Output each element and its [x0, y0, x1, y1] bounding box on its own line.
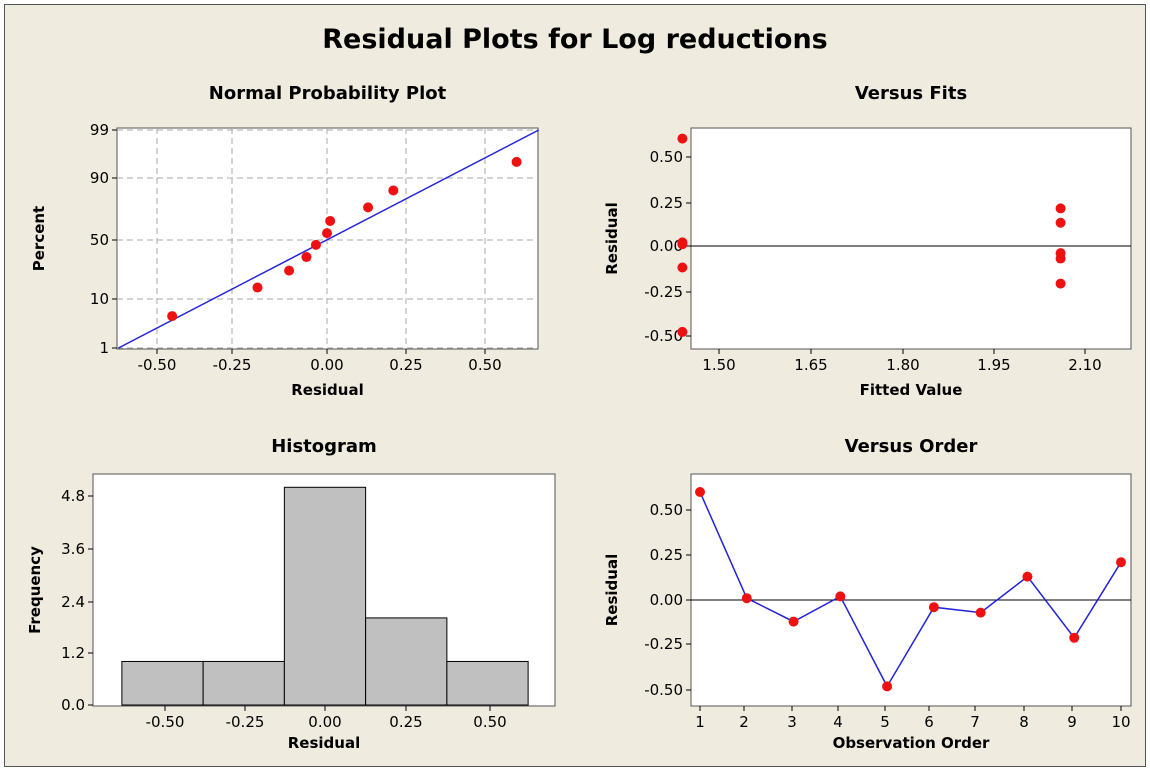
x-tick-label: 6 [924, 713, 934, 731]
histogram-bar [283, 486, 367, 706]
data-point [1055, 217, 1066, 228]
x-tick-label: 2.10 [1068, 356, 1101, 374]
y-tick-label: 4.8 [61, 487, 85, 505]
x-tick-label: -0.25 [213, 356, 252, 374]
y-tick-label: 0.00 [650, 237, 683, 255]
y-tick-label: 0.0 [61, 696, 85, 714]
histogram-bar [365, 617, 448, 706]
x-tick-label: 10 [1111, 713, 1130, 731]
x-axis-label: Residual [291, 381, 363, 399]
x-tick-label: 5 [880, 713, 890, 731]
data-point [310, 239, 321, 250]
data-point [1055, 278, 1066, 289]
y-tick-label: 50 [90, 231, 109, 249]
x-tick-label: -0.25 [226, 713, 265, 731]
x-tick-label: 0.00 [310, 356, 343, 374]
y-tick-label: 0.25 [650, 546, 683, 564]
y-axis-label: Percent [30, 206, 48, 271]
y-tick-label: 2.4 [61, 593, 85, 611]
data-point [835, 591, 846, 602]
y-tick-label: 1 [99, 339, 109, 357]
panel-title: Normal Probability Plot [209, 83, 447, 104]
x-tick-label: 1.95 [977, 356, 1010, 374]
x-tick-label: 0.50 [473, 713, 506, 731]
x-tick-label: 7 [970, 713, 980, 731]
x-tick-label: -0.50 [146, 713, 185, 731]
data-point [167, 311, 178, 322]
data-point [284, 265, 295, 276]
y-axis-label: Frequency [26, 546, 44, 634]
data-point [388, 185, 399, 196]
x-tick-label: 0.25 [389, 356, 422, 374]
x-tick-label: 0.25 [389, 713, 422, 731]
y-tick-label: 10 [90, 290, 109, 308]
data-point [1022, 571, 1033, 582]
y-tick-label: -0.50 [644, 681, 683, 699]
x-tick-label: 9 [1067, 713, 1077, 731]
x-axis-label: Observation Order [833, 734, 990, 752]
y-tick-label: 0.00 [650, 591, 683, 609]
fit-line [118, 129, 540, 349]
x-tick-label: 0.00 [308, 713, 341, 731]
plot-area [690, 127, 1132, 350]
data-point [975, 607, 986, 618]
data-point [677, 326, 688, 337]
y-tick-label: -0.50 [644, 327, 683, 345]
y-tick-label: 1.2 [61, 644, 85, 662]
y-tick-label: 90 [90, 169, 109, 187]
x-axis-label: Residual [288, 734, 360, 752]
y-tick-label: 0.25 [650, 194, 683, 212]
data-point [363, 202, 374, 213]
x-tick-label: 2 [739, 713, 749, 731]
data-point [788, 616, 799, 627]
data-point [322, 228, 332, 239]
y-axis-label: Residual [603, 554, 621, 626]
y-tick-label: 0.50 [650, 501, 683, 519]
data-point [928, 602, 939, 613]
data-point [1069, 632, 1080, 643]
data-point [1055, 253, 1066, 264]
x-tick-label: 4 [833, 713, 843, 731]
y-tick-label: 99 [90, 121, 109, 139]
data-point [695, 487, 705, 497]
y-tick-label: -0.25 [644, 635, 683, 653]
data-point [301, 252, 312, 263]
data-point [677, 239, 688, 250]
x-tick-label: 1.80 [886, 356, 919, 374]
x-tick-label: 1 [695, 713, 705, 731]
data-point [741, 593, 752, 604]
y-tick-label: -0.25 [644, 283, 683, 301]
x-tick-label: -0.50 [138, 356, 177, 374]
x-tick-label: 0.50 [468, 356, 501, 374]
x-axis-label: Fitted Value [860, 381, 963, 399]
data-point [511, 156, 522, 167]
data-point [1055, 203, 1066, 214]
y-tick-label: 3.6 [61, 540, 85, 558]
x-tick-label: 1.50 [702, 356, 735, 374]
y-axis-label: Residual [603, 202, 621, 274]
y-tick-label: 0.50 [650, 148, 683, 166]
x-tick-label: 8 [1019, 713, 1029, 731]
x-tick-label: 1.65 [794, 356, 827, 374]
panel-title: Versus Order [845, 436, 978, 457]
data-point [677, 133, 688, 144]
data-point [325, 215, 336, 226]
figure-title: Residual Plots for Log reductions [322, 24, 828, 55]
histogram-bar [121, 660, 204, 706]
panel-title: Histogram [271, 436, 377, 457]
x-tick-label: 3 [787, 713, 797, 731]
data-point [252, 282, 263, 293]
histogram-bar [202, 660, 285, 706]
data-point [1116, 557, 1126, 568]
histogram-bar [446, 660, 529, 706]
series-line [699, 491, 1122, 688]
panel-title: Versus Fits [855, 83, 967, 104]
plot-area [690, 473, 1132, 707]
data-point [677, 262, 688, 273]
data-point [882, 681, 893, 692]
